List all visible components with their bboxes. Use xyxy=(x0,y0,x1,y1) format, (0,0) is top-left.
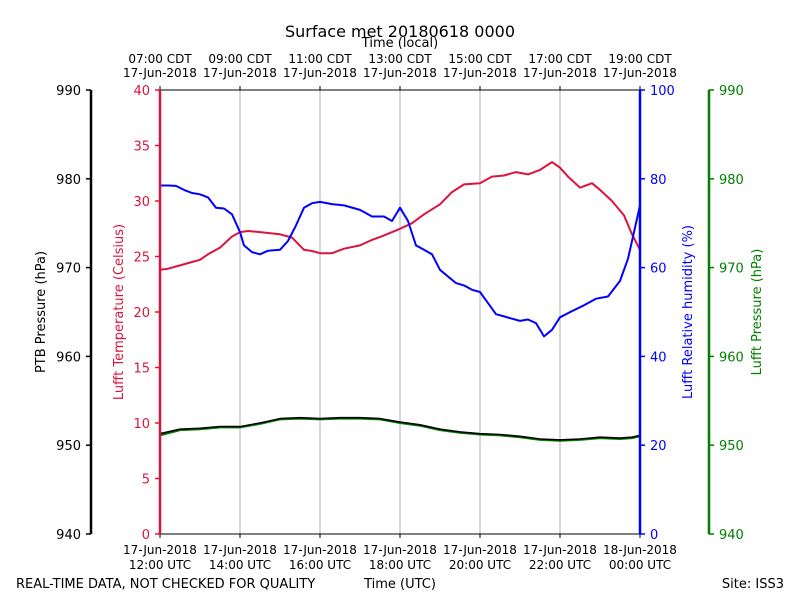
ptb-pressure-axis-tick-label: 960 xyxy=(56,350,81,365)
lufft-pressure-axis-tick-label: 990 xyxy=(719,84,744,99)
site-label: Site: ISS3 xyxy=(722,577,784,592)
grid-lines xyxy=(239,90,561,534)
x-tick-label-time: 20:00 UTC xyxy=(449,558,511,572)
x-tick-label-time: 16:00 UTC xyxy=(289,558,351,572)
top-tick-label-date: 17-Jun-2018 xyxy=(523,66,597,80)
lufft-pressure-axis-title: Lufft Pressure (hPa) xyxy=(750,249,765,376)
ptb-pressure-line xyxy=(159,416,641,441)
top-tick-label-time: 13:00 CDT xyxy=(368,52,432,66)
humidity-axis-tick-label: 40 xyxy=(650,350,667,365)
top-tick-label-time: 07:00 CDT xyxy=(128,52,192,66)
x-tick-label-date: 17-Jun-2018 xyxy=(443,543,517,557)
x-tick-label-time: 12:00 UTC xyxy=(129,558,191,572)
top-tick-label-date: 17-Jun-2018 xyxy=(443,66,517,80)
ptb-pressure-axis-tick-label: 990 xyxy=(56,84,81,99)
x-tick-label-time: 22:00 UTC xyxy=(529,558,591,572)
top-tick-label-date: 17-Jun-2018 xyxy=(283,66,357,80)
temperature-axis-tick-label: 30 xyxy=(133,195,150,210)
temperature-axis-tick-label: 35 xyxy=(133,140,150,155)
series-lines xyxy=(159,161,641,442)
top-tick-label-time: 09:00 CDT xyxy=(208,52,272,66)
top-tick-label-time: 11:00 CDT xyxy=(288,52,352,66)
ptb-pressure-axis-tick-label: 940 xyxy=(56,528,81,543)
lufft-pressure-axis-tick-label: 940 xyxy=(719,528,744,543)
temperature-axis-title: Lufft Temperature (Celsius) xyxy=(112,224,127,400)
top-axis-title: Time (local) xyxy=(361,36,438,51)
chart-title: Surface met 20180618 0000 xyxy=(285,22,515,41)
top-tick-label-time: 19:00 CDT xyxy=(608,52,672,66)
temperature-axis-tick-label: 5 xyxy=(142,473,150,488)
x-tick-label-time: 00:00 UTC xyxy=(609,558,671,572)
x-tick-label-date: 18-Jun-2018 xyxy=(603,543,677,557)
top-tick-label-date: 17-Jun-2018 xyxy=(603,66,677,80)
lufft-pressure-line xyxy=(159,417,641,442)
humidity-axis-tick-label: 100 xyxy=(650,84,675,99)
temperature-axis-tick-label: 10 xyxy=(133,417,150,432)
x-tick-label-date: 17-Jun-2018 xyxy=(523,543,597,557)
x-axis-title: Time (UTC) xyxy=(363,577,436,592)
humidity-axis-title: Lufft Relative humidity (%) xyxy=(681,225,696,399)
humidity-axis-tick-label: 20 xyxy=(650,439,667,454)
ptb-pressure-axis-tick-label: 970 xyxy=(56,262,81,277)
lufft-temperature-line xyxy=(159,161,641,271)
ptb-pressure-axis-title: PTB Pressure (hPa) xyxy=(34,251,49,373)
top-tick-label-date: 17-Jun-2018 xyxy=(363,66,437,80)
top-tick-label-time: 15:00 CDT xyxy=(448,52,512,66)
x-tick-label-date: 17-Jun-2018 xyxy=(363,543,437,557)
temperature-axis-tick-label: 0 xyxy=(142,528,150,543)
lufft-pressure-axis-tick-label: 960 xyxy=(719,350,744,365)
temperature-axis-tick-label: 25 xyxy=(133,251,150,266)
humidity-axis-tick-label: 80 xyxy=(650,173,667,188)
x-tick-label-date: 17-Jun-2018 xyxy=(283,543,357,557)
top-tick-label-time: 17:00 CDT xyxy=(528,52,592,66)
x-tick-label-time: 14:00 UTC xyxy=(209,558,271,572)
x-tick-label-date: 17-Jun-2018 xyxy=(203,543,277,557)
lufft-relative-humidity-line xyxy=(160,184,641,338)
temperature-axis-tick-label: 20 xyxy=(133,306,150,321)
lufft-pressure-axis-tick-label: 950 xyxy=(719,439,744,454)
ptb-pressure-axis-tick-label: 950 xyxy=(56,439,81,454)
lufft-pressure-axis-tick-label: 970 xyxy=(719,262,744,277)
x-tick-label-date: 17-Jun-2018 xyxy=(123,543,197,557)
humidity-axis-tick-label: 60 xyxy=(650,262,667,277)
x-tick-label-time: 18:00 UTC xyxy=(369,558,431,572)
top-tick-label-date: 17-Jun-2018 xyxy=(203,66,277,80)
ptb-pressure-axis-tick-label: 980 xyxy=(56,173,81,188)
lufft-pressure-axis-tick-label: 980 xyxy=(719,173,744,188)
quality-disclaimer: REAL-TIME DATA, NOT CHECKED FOR QUALITY xyxy=(16,577,315,592)
top-tick-label-date: 17-Jun-2018 xyxy=(123,66,197,80)
temperature-axis-tick-label: 15 xyxy=(133,362,150,377)
humidity-axis-tick-label: 0 xyxy=(650,528,658,543)
temperature-axis-tick-label: 40 xyxy=(133,84,150,99)
